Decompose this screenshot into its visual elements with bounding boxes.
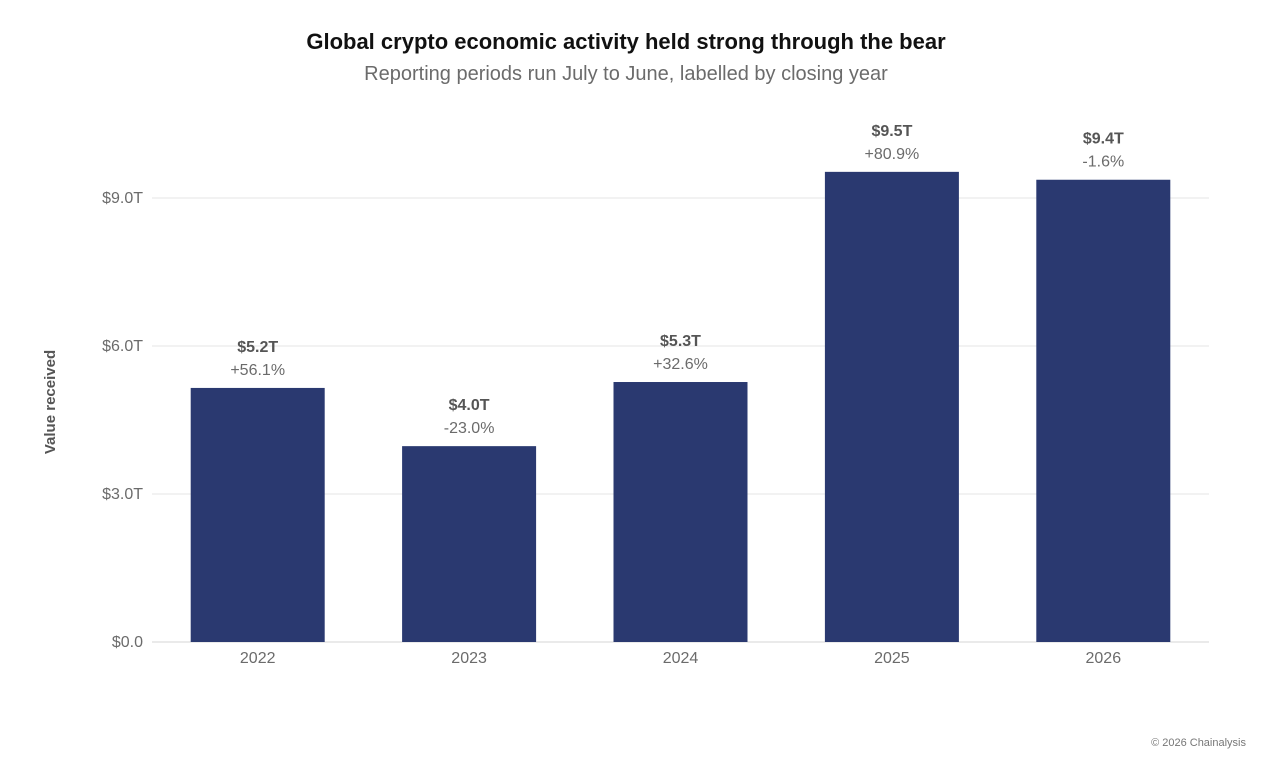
y-axis-ticks: $0.0 $3.0T $6.0T $9.0T [102, 190, 143, 651]
bar-change-label: -1.6% [1082, 154, 1124, 171]
chart-subtitle: Reporting periods run July to June, labe… [364, 63, 888, 85]
bar-change-label: -23.0% [444, 420, 495, 437]
bar-labels: $5.2T +56.1% $4.0T -23.0% $5.3T +32.6% $9.5T +8… [230, 123, 1124, 437]
bar-value-label: $9.4T [1083, 131, 1124, 148]
x-tick-label: 2026 [1086, 650, 1122, 667]
bar [824, 171, 959, 642]
y-axis-label: Value received [42, 350, 59, 454]
copyright-credit: © 2026 Chainalysis [1151, 737, 1246, 749]
bar-value-label: $5.3T [660, 333, 701, 350]
bar [402, 446, 537, 642]
x-tick-label: 2025 [874, 650, 910, 667]
y-tick-label: $6.0T [102, 338, 143, 355]
bar-value-label: $4.0T [449, 397, 490, 414]
bar-value-label: $9.5T [871, 123, 912, 140]
y-tick-label: $9.0T [102, 190, 143, 207]
bar [190, 387, 325, 642]
x-tick-label: 2024 [663, 650, 699, 667]
bar-value-label: $5.2T [237, 339, 278, 356]
x-tick-label: 2022 [240, 650, 276, 667]
bars [190, 171, 1171, 642]
chart-title: Global crypto economic activity held str… [306, 29, 946, 54]
bar [613, 382, 748, 642]
y-tick-label: $3.0T [102, 486, 143, 503]
x-axis-ticks: 2022 2023 2024 2025 2026 [240, 650, 1121, 667]
bar-change-label: +56.1% [230, 362, 285, 379]
bar-change-label: +80.9% [865, 146, 920, 163]
bar [1036, 179, 1171, 642]
x-tick-label: 2023 [451, 650, 487, 667]
bar-change-label: +32.6% [653, 356, 708, 373]
y-tick-label: $0.0 [112, 634, 143, 651]
